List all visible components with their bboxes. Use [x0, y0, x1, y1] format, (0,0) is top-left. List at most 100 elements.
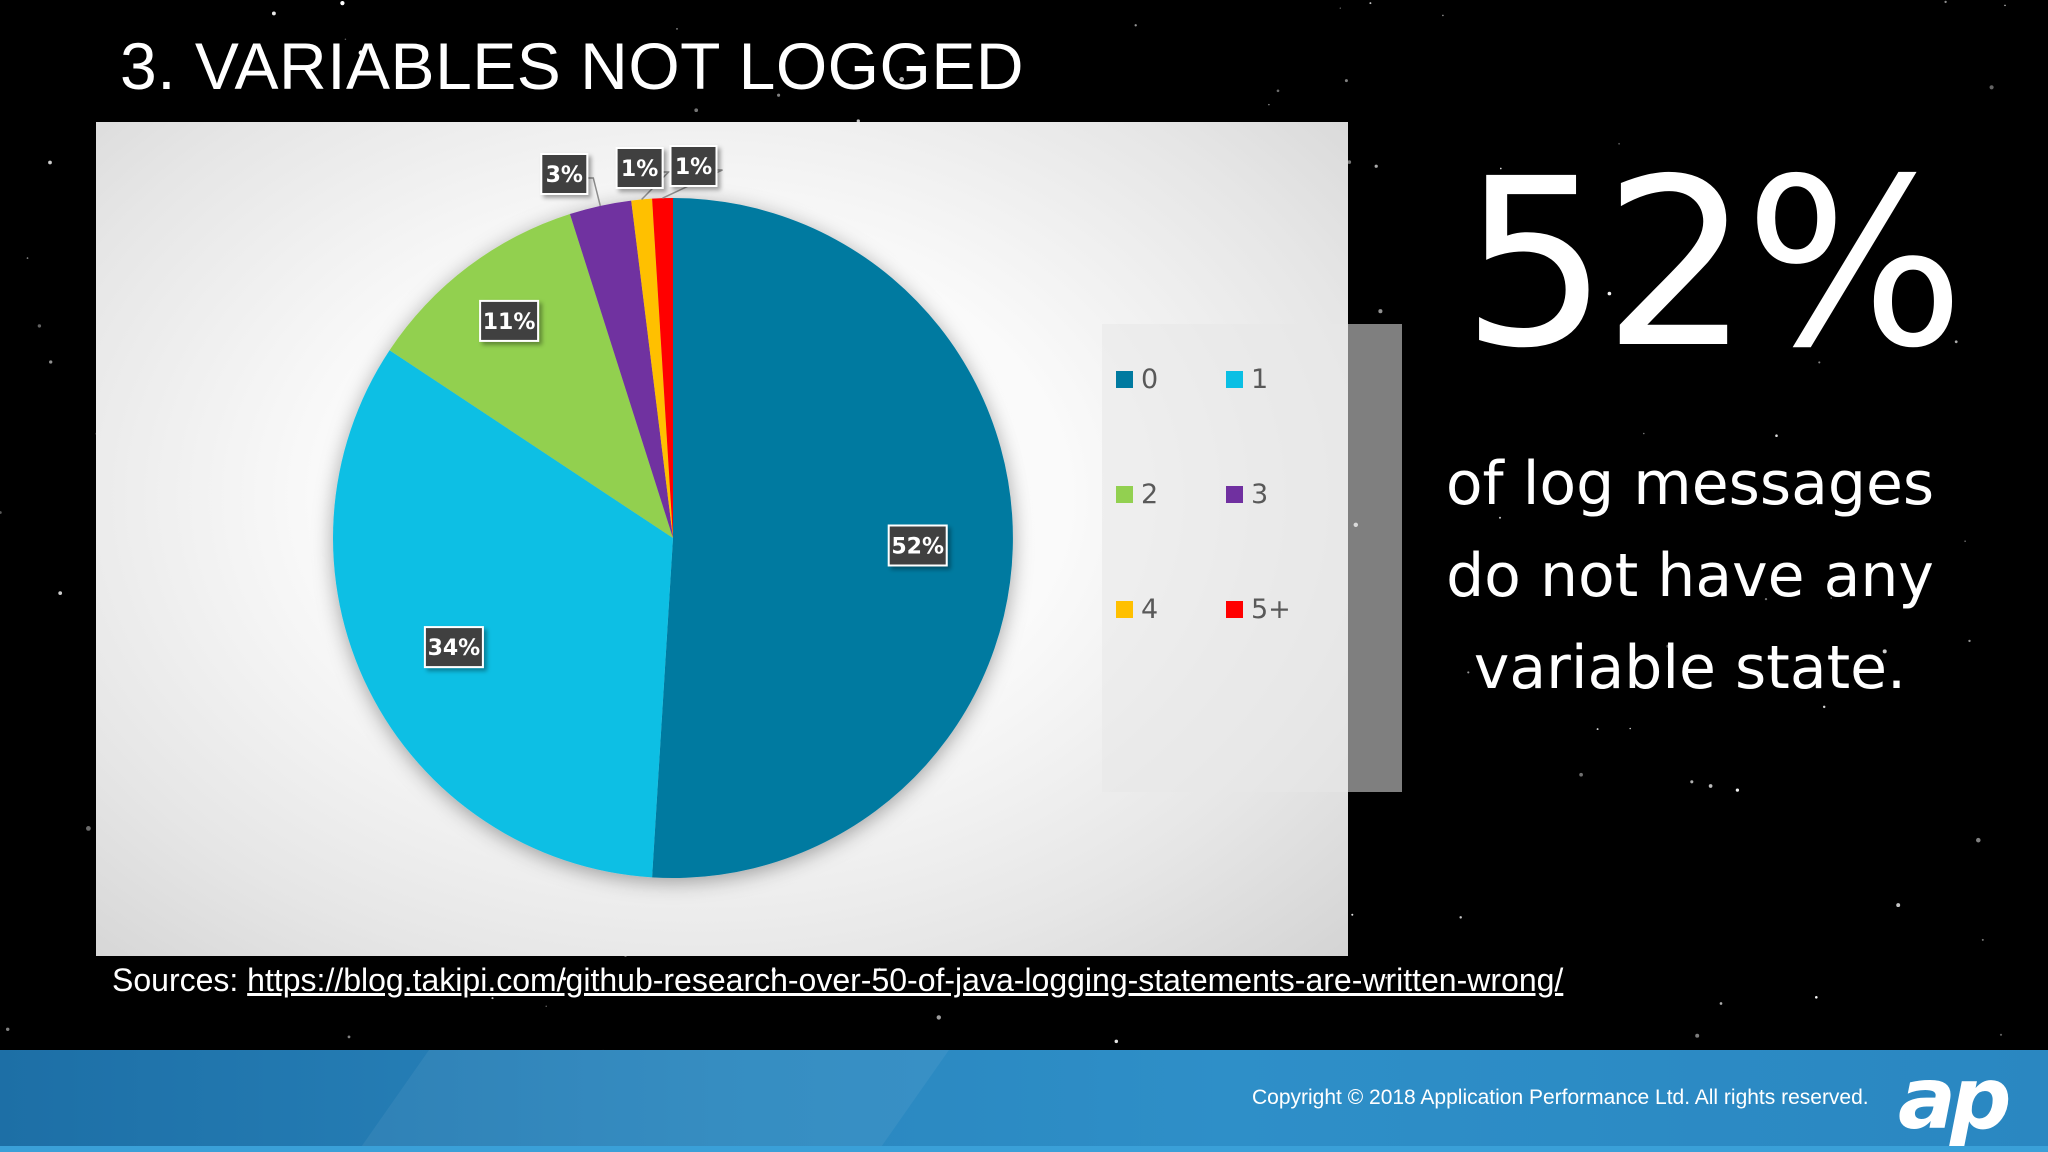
leader-line-3 — [587, 177, 602, 207]
data-label-box — [887, 524, 948, 567]
star — [1981, 938, 1984, 941]
legend-item-3: 3 — [1226, 479, 1268, 510]
star — [545, 1005, 547, 1007]
star — [5, 1027, 10, 1032]
caption-line-1: of log messages — [1445, 449, 1935, 519]
star — [771, 968, 776, 973]
star — [1467, 671, 1470, 674]
star — [1976, 837, 1981, 843]
star — [1944, 0, 1947, 4]
star — [347, 1035, 351, 1039]
star — [1268, 103, 1270, 106]
star — [899, 77, 905, 82]
sources-line: Sources: https://blog.takipi.com/github-… — [112, 962, 1563, 999]
star — [1735, 788, 1740, 792]
caption-line-2: do not have any — [1446, 541, 1934, 611]
star — [1954, 340, 1958, 344]
star — [0, 511, 2, 514]
star — [1459, 916, 1462, 919]
data-label-box — [423, 626, 484, 669]
star — [1708, 784, 1713, 788]
legend-swatch — [1226, 601, 1243, 618]
data-label-0: 52% — [887, 524, 948, 567]
star — [358, 50, 364, 55]
legend-item-5plus: 5+ — [1226, 594, 1291, 625]
data-label-text: 1% — [675, 155, 712, 180]
slide-title: 3. VARIABLES NOT LOGGED — [120, 29, 1025, 103]
legend-swatch — [1226, 486, 1243, 503]
star — [1596, 728, 1599, 731]
star — [1822, 705, 1826, 709]
star — [1442, 14, 1444, 17]
star — [1764, 597, 1768, 601]
star — [1989, 85, 1994, 90]
star — [464, 992, 467, 996]
legend-label: 5+ — [1251, 594, 1291, 625]
headline-stat: 52% — [1461, 129, 1965, 399]
star — [1695, 1033, 1700, 1038]
legend-background — [1102, 324, 1402, 792]
data-label-text: 52% — [891, 535, 944, 560]
star — [562, 976, 567, 981]
legend-swatch — [1116, 371, 1133, 388]
legend-label: 3 — [1251, 479, 1269, 510]
star — [1080, 991, 1083, 993]
star — [1347, 160, 1352, 164]
data-label-text: 34% — [428, 636, 481, 661]
star — [1483, 335, 1486, 338]
sources-label: Sources: — [112, 962, 239, 998]
star — [1690, 780, 1694, 784]
star — [1344, 79, 1348, 83]
star — [2004, 4, 2006, 7]
legend-item-1: 1 — [1226, 364, 1268, 395]
star — [48, 160, 52, 165]
star — [1618, 142, 1620, 145]
leader-line-4 — [641, 171, 671, 201]
star — [1775, 434, 1778, 437]
data-label-5plus: 1% — [662, 145, 723, 199]
pie-slice-3 — [569, 200, 673, 538]
pie-slice-4 — [631, 198, 673, 538]
legend-label: 2 — [1141, 479, 1159, 510]
star — [694, 108, 699, 113]
data-label-3: 3% — [540, 153, 602, 207]
star — [1369, 2, 1372, 5]
star — [777, 93, 781, 97]
sources-link[interactable]: https://blog.takipi.com/github-research-… — [247, 962, 1564, 998]
star — [1629, 727, 1631, 730]
data-label-text: 11% — [483, 310, 536, 335]
data-label-text: 1% — [621, 157, 658, 182]
data-label-box — [479, 299, 540, 342]
star — [878, 967, 881, 970]
star — [1378, 309, 1383, 314]
star — [1999, 1033, 2003, 1036]
star — [856, 119, 860, 123]
legend-label: 4 — [1141, 594, 1159, 625]
data-label-text: 3% — [546, 163, 583, 188]
star — [344, 38, 347, 41]
star — [1643, 432, 1645, 435]
star — [1818, 361, 1821, 364]
star — [1385, 976, 1388, 979]
star — [676, 28, 678, 30]
leader-line-5plus — [662, 169, 723, 199]
star — [936, 1015, 941, 1020]
star — [1499, 167, 1502, 170]
star — [1351, 913, 1354, 916]
chart-panel: 52% 34% 11% 3% 1% 1% — [96, 122, 1402, 956]
star — [1339, 7, 1341, 9]
star — [491, 997, 494, 1000]
star — [1374, 164, 1378, 168]
star — [1276, 89, 1280, 93]
legend-item-2: 2 — [1116, 479, 1158, 510]
star — [1699, 186, 1702, 189]
data-label-box — [615, 147, 664, 189]
star — [1114, 1039, 1119, 1044]
star — [340, 0, 345, 6]
data-label-1: 34% — [423, 626, 484, 669]
star — [1896, 903, 1901, 908]
star — [26, 257, 29, 259]
pie-slice-1 — [333, 350, 673, 878]
star — [271, 11, 276, 16]
